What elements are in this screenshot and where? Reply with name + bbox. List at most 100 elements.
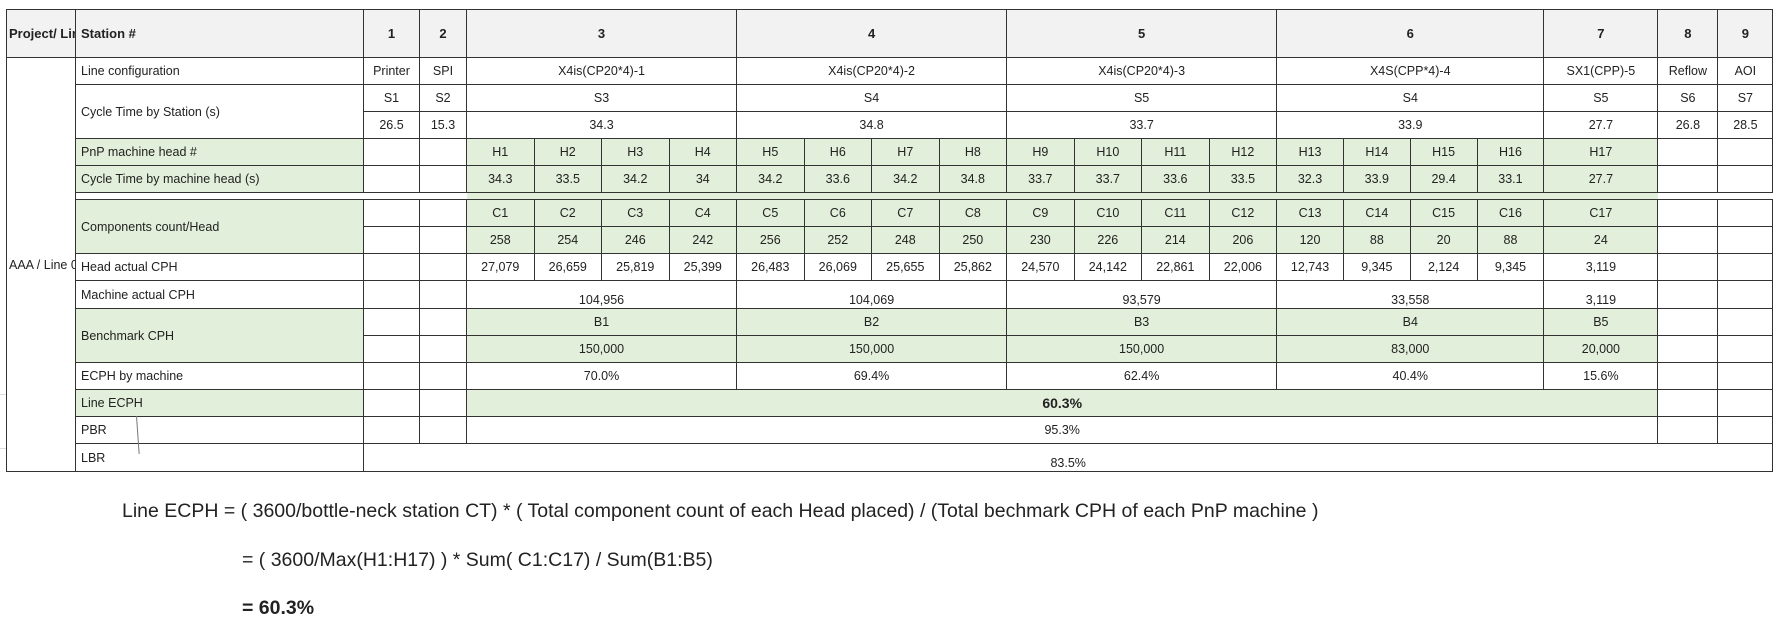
line-config-value: Reflow [1657, 57, 1719, 85]
head-cell: 33.7 [1006, 165, 1075, 193]
lbr-row: LBR 83.5% [7, 443, 1774, 472]
line-ecph-row: Line ECPH 60.3% [7, 389, 1774, 417]
machine-cell: B4 [1276, 308, 1545, 336]
station-cycle-time: 26.8 [1657, 111, 1719, 139]
head-cell: 33.6 [803, 165, 873, 193]
spacer [466, 192, 1658, 200]
station-cycle-time: 26.5 [363, 111, 420, 139]
head-cell: 3,119 [1543, 253, 1659, 281]
head-cell: 34.2 [871, 165, 940, 193]
machine-cell: 104,956 [465, 280, 738, 309]
empty-cell [1657, 308, 1719, 336]
component-count: 258 [466, 226, 535, 254]
station-id: S7 [1717, 84, 1774, 112]
pbr-value: 95.3% [465, 416, 1659, 444]
head-cell: 33.5 [533, 165, 602, 193]
pbr-row: PBR 95.3% [7, 416, 1774, 444]
head-cell: C16 [1476, 199, 1545, 227]
empty-cell [363, 138, 420, 166]
head-cell: 25,399 [668, 253, 738, 281]
component-count: 120 [1276, 226, 1344, 254]
head-cell: H9 [1006, 138, 1075, 166]
benchmark-id-row: Benchmark CPH B1 B2 B3 B4 B5 [7, 308, 1774, 363]
machine-cell: 33,558 [1276, 280, 1545, 309]
station-id: S5 [1006, 84, 1278, 112]
empty-cell [419, 335, 467, 363]
empty-cell [1717, 199, 1774, 227]
row-label: PnP machine head # [75, 138, 364, 166]
head-cell: C9 [1006, 199, 1075, 227]
head-cell: 34.2 [736, 165, 805, 193]
component-count: 242 [668, 226, 738, 254]
station-id: S1 [363, 84, 420, 112]
machine-cell: B5 [1543, 308, 1659, 336]
head-cell: 34 [668, 165, 738, 193]
head-cell: 34.2 [601, 165, 670, 193]
empty-cell [419, 280, 467, 309]
head-cell: 33.9 [1342, 165, 1411, 193]
empty-cell [363, 165, 420, 193]
formula-definition: Line ECPH = ( 3600/bottle-neck station C… [122, 500, 1319, 522]
head-cell: C12 [1208, 199, 1278, 227]
empty-cell [363, 253, 420, 281]
machine-cell: 3,119 [1543, 280, 1659, 309]
empty-cell [1717, 389, 1774, 417]
empty-cell [419, 138, 467, 166]
line-config-value: X4is(CP20*4)-3 [1006, 57, 1278, 85]
empty-cell [1717, 253, 1774, 281]
head-cell: H11 [1141, 138, 1210, 166]
head-cell: H8 [938, 138, 1008, 166]
empty-cell [1657, 138, 1719, 166]
machine-cell: 20,000 [1543, 335, 1659, 363]
empty-cell [419, 362, 467, 390]
row-label: ECPH by machine [75, 362, 364, 390]
empty-cell [419, 165, 467, 193]
head-cell: H17 [1543, 138, 1659, 166]
head-cell: H12 [1208, 138, 1278, 166]
station-number: 6 [1276, 9, 1545, 58]
head-cell: 9,345 [1342, 253, 1411, 281]
empty-cell [363, 335, 420, 363]
empty-cell [1657, 199, 1719, 227]
head-cell: 9,345 [1476, 253, 1545, 281]
head-cell: C7 [871, 199, 940, 227]
component-count: 246 [601, 226, 670, 254]
station-header: Station # [75, 9, 364, 58]
head-cell: C14 [1342, 199, 1411, 227]
ct-station-row: Cycle Time by Station (s) S1 S2 S3 S4 S5 S4 S5 S… [7, 84, 1774, 139]
machine-cell: B2 [736, 308, 1008, 336]
machine-cph-row: Machine actual CPH 104,956 104,069 93,579 33… [7, 280, 1774, 309]
head-cell: 26,483 [736, 253, 805, 281]
spacer [1657, 192, 1773, 200]
spacer-row [7, 192, 1773, 200]
row-label: Line configuration [75, 57, 364, 85]
row-label: Cycle Time by Station (s) [75, 84, 364, 139]
empty-cell [1657, 253, 1719, 281]
empty-cell [1717, 280, 1774, 309]
station-number: 2 [419, 9, 467, 58]
head-cell: H14 [1342, 138, 1411, 166]
head-cell: 32.3 [1276, 165, 1344, 193]
head-cell: H4 [668, 138, 738, 166]
empty-cell [1717, 138, 1774, 166]
head-cell: H5 [736, 138, 805, 166]
project-header: Project/ Line # [6, 9, 76, 58]
row-label: Components count/Head [75, 199, 364, 254]
station-cycle-time: 33.7 [1006, 111, 1278, 139]
station-cycle-time: 28.5 [1717, 111, 1774, 139]
head-cell: 2,124 [1409, 253, 1478, 281]
empty-cell [363, 362, 420, 390]
components-id-row: Components count/Head C1 C2 C3 C4 C5 C6 C7 C8 C9 C… [7, 199, 1774, 254]
head-cell: 33.5 [1208, 165, 1278, 193]
empty-cell [1717, 335, 1774, 363]
head-cell: H2 [533, 138, 602, 166]
component-count: 88 [1342, 226, 1411, 254]
row-label: Head actual CPH [75, 253, 364, 281]
head-cell: 25,819 [601, 253, 670, 281]
component-count: 214 [1141, 226, 1210, 254]
head-cell: 27.7 [1543, 165, 1659, 193]
empty-cell [419, 253, 467, 281]
machine-cell: 69.4% [736, 362, 1008, 390]
formula-result: = 60.3% [242, 597, 315, 619]
